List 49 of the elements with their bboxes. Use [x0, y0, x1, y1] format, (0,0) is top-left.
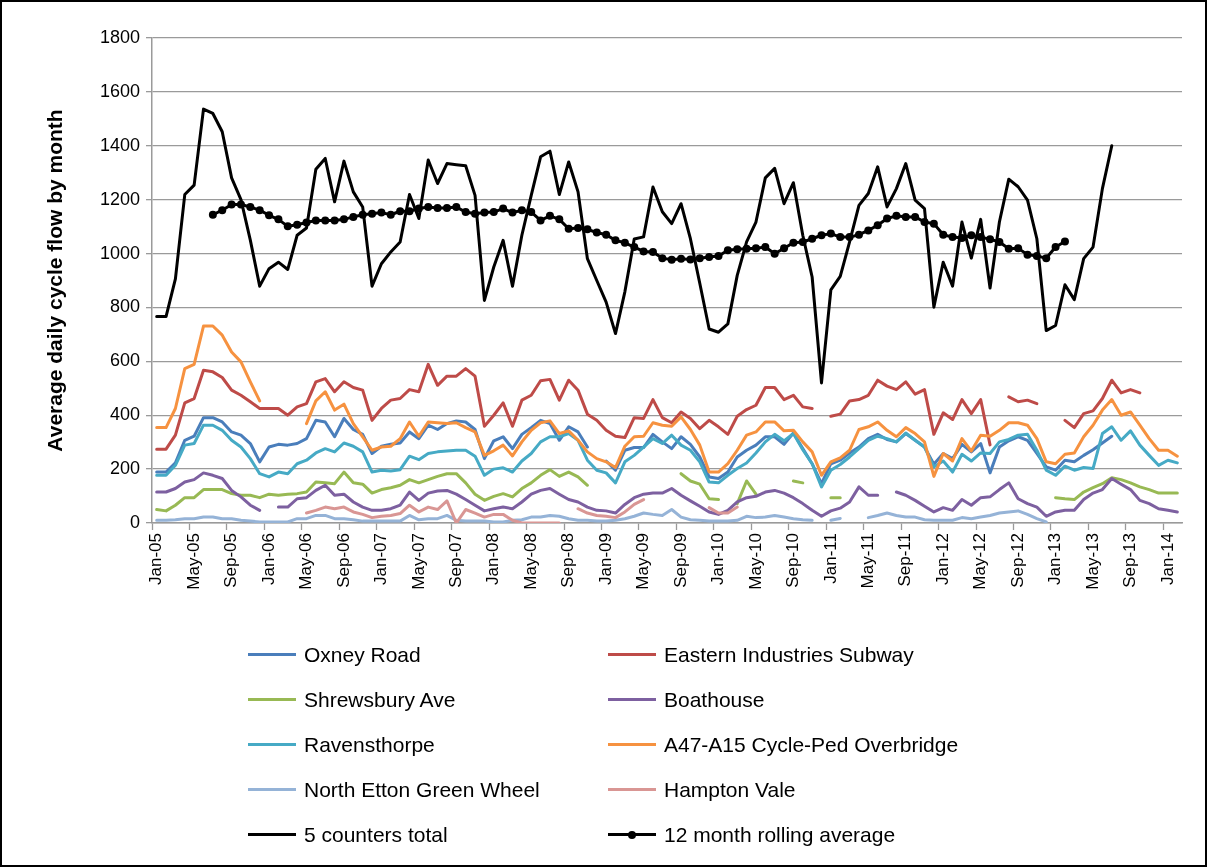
legend-label: Hampton Vale	[664, 777, 796, 802]
x-tick-label: May-13	[1082, 533, 1102, 590]
x-tick-label: Sep-09	[670, 533, 690, 588]
y-tick-label: 200	[109, 458, 140, 479]
y-tick-label: 1400	[99, 134, 140, 155]
x-tick-label: Jan-08	[483, 533, 503, 585]
x-tick-label: Jan-11	[820, 533, 840, 584]
x-tick-label: Jan-06	[258, 533, 278, 585]
legend-label: North Etton Green Wheel	[304, 777, 540, 802]
x-tick-label: Sep-13	[1120, 533, 1140, 588]
legend-label: Ravensthorpe	[304, 732, 435, 757]
legend-label: 12 month rolling average	[664, 822, 896, 847]
x-tick-label: Jan-10	[708, 533, 728, 585]
x-tick-label: May-05	[183, 533, 203, 590]
y-tick-label: 1600	[99, 80, 140, 101]
legend-label: A47-A15 Cycle-Ped Overbridge	[664, 732, 959, 757]
y-tick-label: 800	[109, 296, 140, 317]
x-tick-label: Sep-08	[558, 533, 578, 588]
x-tick-label: May-12	[970, 533, 990, 590]
y-axis-title: Average daily cycle flow by month	[43, 109, 67, 452]
x-tick-label: Sep-05	[221, 533, 241, 588]
x-tick-label: Jan-13	[1045, 533, 1065, 585]
x-tick-label: May-09	[633, 533, 653, 590]
y-tick-label: 1800	[99, 26, 140, 47]
legend-label: 5 counters total	[304, 822, 448, 847]
x-tick-label: Jan-07	[371, 533, 391, 585]
y-tick-label: 600	[109, 350, 140, 371]
x-tick-label: Sep-10	[783, 533, 803, 588]
x-tick-label: Sep-11	[895, 533, 915, 587]
x-tick-label: Sep-07	[446, 533, 466, 588]
x-tick-label: May-10	[745, 533, 765, 590]
x-tick-label: Sep-12	[1007, 533, 1027, 588]
x-tick-label: May-11	[858, 533, 878, 589]
x-tick-label: May-08	[520, 533, 540, 590]
y-tick-label: 0	[129, 511, 140, 532]
x-tick-label: Jan-05	[146, 533, 166, 585]
legend-label: Oxney Road	[304, 642, 421, 667]
x-tick-label: May-06	[296, 533, 316, 590]
x-tick-label: May-07	[408, 533, 428, 590]
y-tick-label: 1200	[99, 188, 140, 209]
legend-label: Shrewsbury Ave	[304, 687, 456, 712]
x-tick-label: Jan-14	[1157, 533, 1177, 585]
y-tick-label: 400	[109, 404, 140, 425]
x-tick-label: Sep-06	[333, 533, 353, 588]
x-tick-label: Jan-12	[932, 533, 952, 585]
x-tick-label: Jan-09	[595, 533, 615, 585]
legend-label: Boathouse	[664, 687, 765, 712]
y-tick-label: 1000	[99, 242, 140, 263]
legend-label: Eastern Industries Subway	[664, 642, 914, 667]
